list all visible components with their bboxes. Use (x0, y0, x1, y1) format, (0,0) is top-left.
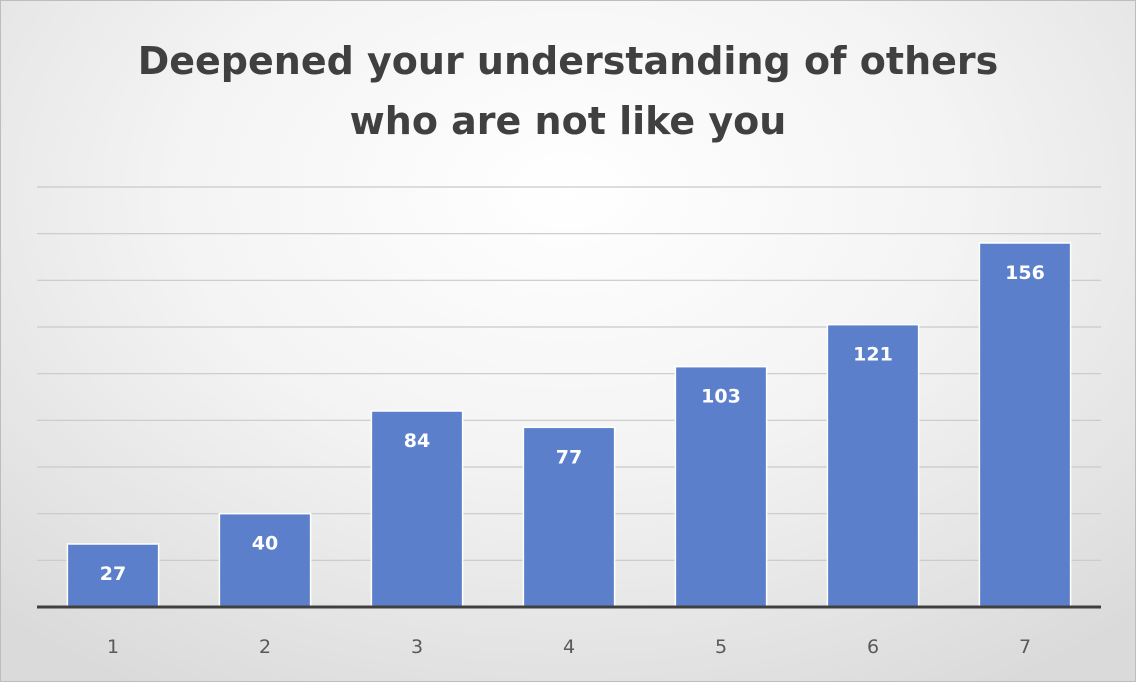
data-label-5: 103 (701, 386, 741, 408)
bar-1 (66, 543, 160, 608)
bar-3 (370, 410, 464, 608)
x-tick-label-7: 7 (1019, 636, 1031, 658)
bar-2 (218, 512, 312, 608)
x-tick-label-1: 1 (107, 636, 119, 658)
bar-5 (674, 365, 768, 608)
x-tick-label-2: 2 (259, 636, 271, 658)
chart-title-line-1: Deepened your understanding of others (137, 39, 999, 83)
x-tick-label-6: 6 (867, 636, 879, 658)
data-label-3: 84 (404, 430, 430, 452)
bar-4 (522, 426, 616, 608)
chart-title: Deepened your understanding of others wh… (1, 31, 1135, 151)
bar-6 (826, 323, 920, 608)
data-label-4: 77 (556, 446, 582, 468)
x-tick-label-3: 3 (411, 636, 423, 658)
chart-title-line-2: who are not like you (349, 99, 787, 143)
data-label-7: 156 (1005, 262, 1045, 284)
data-label-2: 40 (252, 533, 278, 555)
data-label-6: 121 (853, 344, 893, 366)
data-label-1: 27 (100, 563, 126, 585)
x-tick-label-5: 5 (715, 636, 727, 658)
bar-7 (978, 242, 1072, 608)
x-tick-label-4: 4 (563, 636, 575, 658)
